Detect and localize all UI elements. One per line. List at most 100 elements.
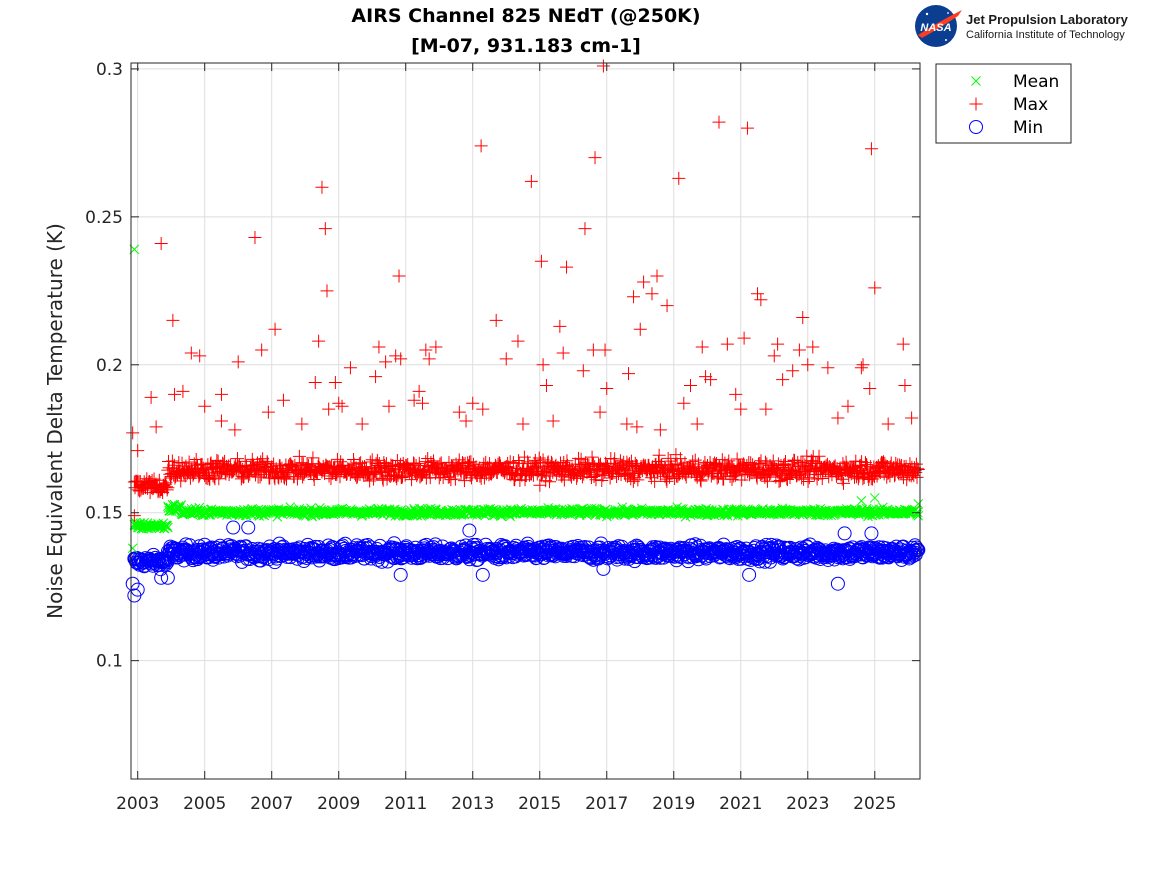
- point-max: [704, 373, 718, 387]
- point-max: [650, 269, 664, 283]
- point-max: [330, 452, 344, 466]
- point-max: [461, 456, 475, 470]
- y-tick-label: 0.1: [96, 652, 123, 672]
- point-max: [644, 471, 658, 485]
- point-max: [144, 390, 158, 404]
- point-max: [560, 260, 574, 274]
- point-max: [760, 474, 774, 488]
- point-mean: [869, 493, 880, 503]
- point-max: [812, 449, 826, 463]
- axes-frame: [130, 62, 921, 780]
- x-tick-label: 2003: [116, 794, 159, 814]
- legend-label-max: Max: [1013, 95, 1048, 115]
- point-max: [318, 222, 332, 236]
- point-max: [230, 452, 244, 466]
- point-max: [320, 284, 334, 298]
- point-mean: [127, 543, 138, 554]
- point-max: [881, 417, 895, 431]
- point-max: [694, 474, 708, 488]
- point-max: [585, 450, 599, 464]
- point-max: [350, 471, 364, 485]
- point-max: [729, 387, 743, 401]
- point-max: [608, 452, 622, 466]
- y-axis: 0.1 0.15 0.2 0.25 0.3: [85, 60, 920, 672]
- x-axis: 2003 2005 2007 2009 2011 2013 2015 2017 2019 2021…: [116, 63, 896, 814]
- point-mean: [442, 507, 453, 518]
- x-tick-label: 2019: [652, 794, 695, 814]
- point-max: [454, 464, 468, 478]
- x-tick-label: 2013: [451, 794, 494, 814]
- point-max: [464, 455, 478, 469]
- point-max: [737, 331, 751, 345]
- legend-label-min: Min: [1013, 118, 1043, 138]
- point-max: [228, 423, 242, 437]
- point-max: [696, 468, 710, 482]
- point-max: [457, 474, 471, 488]
- point-max: [343, 361, 357, 375]
- point-max: [255, 343, 269, 357]
- point-max: [896, 337, 910, 351]
- point-max: [553, 319, 567, 333]
- point-max: [620, 417, 634, 431]
- point-max: [395, 471, 409, 485]
- point-max: [295, 417, 309, 431]
- y-axis-label: Noise Equivalent Delta Temperature (K): [43, 223, 67, 619]
- point-max: [261, 405, 275, 419]
- point-min: [889, 539, 904, 554]
- point-max: [231, 355, 245, 369]
- point-max: [661, 451, 675, 465]
- point-max: [631, 473, 645, 487]
- chart-subtitle: [M-07, 931.183 cm-1]: [411, 35, 641, 57]
- point-max: [686, 455, 700, 469]
- point-max: [766, 454, 780, 468]
- data-points: [125, 59, 926, 603]
- jpl-name: Jet Propulsion Laboratory: [966, 12, 1129, 27]
- point-min: [160, 570, 175, 585]
- point-mean: [752, 505, 763, 516]
- point-min: [830, 576, 845, 591]
- point-max: [684, 378, 698, 392]
- point-max: [370, 453, 384, 467]
- point-max: [699, 370, 713, 384]
- point-max: [734, 402, 748, 416]
- point-max: [407, 393, 421, 407]
- point-min: [475, 567, 490, 582]
- point-max: [192, 470, 206, 484]
- point-max: [693, 473, 707, 487]
- point-min: [596, 561, 611, 576]
- point-max: [754, 293, 768, 307]
- point-mean: [139, 517, 150, 528]
- point-min: [864, 526, 879, 541]
- axes-background: [131, 63, 920, 779]
- point-max: [332, 396, 346, 410]
- legend-box: [935, 63, 1072, 144]
- point-max: [539, 378, 553, 392]
- point-max: [767, 349, 781, 363]
- point-max: [648, 474, 662, 488]
- point-max: [792, 343, 806, 357]
- point-max: [452, 405, 466, 419]
- point-max: [856, 358, 870, 372]
- point-max: [415, 396, 429, 410]
- point-max: [534, 254, 548, 268]
- point-max: [172, 456, 186, 470]
- point-max: [776, 461, 790, 475]
- point-max: [315, 180, 329, 194]
- point-max: [307, 473, 321, 487]
- point-max: [516, 417, 530, 431]
- x-tick-label: 2025: [853, 794, 896, 814]
- point-max: [412, 384, 426, 398]
- point-max: [598, 343, 612, 357]
- point-max: [474, 139, 488, 153]
- point-max: [910, 470, 924, 484]
- point-max: [905, 411, 919, 425]
- point-max: [396, 469, 410, 483]
- point-max: [127, 509, 141, 523]
- x-tick-label: 2015: [518, 794, 561, 814]
- point-min: [462, 523, 477, 538]
- point-max: [868, 281, 882, 295]
- x-tick-label: 2009: [317, 794, 360, 814]
- point-max: [801, 474, 815, 488]
- point-max: [344, 459, 358, 473]
